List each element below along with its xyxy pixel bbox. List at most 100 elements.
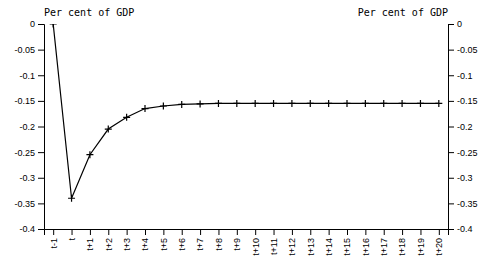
tick-mark: [420, 229, 421, 235]
marker: [307, 100, 314, 107]
tick-mark: [38, 203, 44, 204]
tick-mark: [145, 229, 146, 235]
tick-mark: [439, 229, 440, 235]
marker: [325, 100, 332, 107]
tick-label: t+15: [342, 238, 352, 256]
tick-mark: [384, 229, 385, 235]
tick-label: -0.3: [19, 173, 35, 183]
marker: [417, 100, 424, 107]
tick-mark: [218, 229, 219, 235]
tick-label: t+6: [177, 238, 187, 251]
tick-label: 0: [30, 19, 35, 29]
tick: -0.35: [14, 199, 44, 209]
tick-mark: [38, 152, 44, 153]
tick-label: t+20: [434, 238, 444, 256]
tick: t-1: [49, 229, 59, 249]
tick: t: [67, 229, 77, 241]
tick-mark: [200, 229, 201, 235]
plot: t-1tt+1t+2t+3t+4t+5t+6t+7t+8t+9t+10t+11t…: [14, 7, 477, 256]
marker: [68, 195, 75, 202]
marker: [344, 100, 351, 107]
tick-mark: [310, 229, 311, 235]
tick-label: -0.35: [457, 199, 478, 209]
tick: 0: [30, 19, 44, 29]
tick-mark: [38, 101, 44, 102]
tick: -0.1: [448, 71, 473, 81]
tick: 0: [448, 19, 462, 29]
tick-mark: [448, 75, 454, 76]
marks: [50, 24, 443, 202]
tick-mark: [38, 127, 44, 128]
tick-label: t+1: [85, 238, 95, 251]
tick-mark: [402, 229, 403, 235]
tick: t+2: [104, 229, 114, 251]
tick-label: -0.2: [19, 122, 35, 132]
tick-label: -0.4: [457, 224, 473, 234]
tick-mark: [72, 229, 73, 235]
tick-mark: [38, 229, 44, 230]
y-label: Per cent of GDP: [44, 7, 134, 18]
tick-mark: [365, 229, 366, 235]
axis-line: [38, 25, 45, 230]
tick-mark: [448, 24, 454, 25]
tick: t+12: [287, 229, 297, 256]
tick: t+11: [269, 229, 279, 255]
tick: -0.25: [14, 148, 44, 158]
tick-label: t-1: [49, 238, 59, 249]
tick-label: t+18: [397, 238, 407, 256]
x-axis: t-1tt+1t+2t+3t+4t+5t+6t+7t+8t+9t+10t+11t…: [45, 229, 449, 256]
tick: -0.2: [448, 122, 473, 132]
marker: [380, 100, 387, 107]
tick: t+4: [140, 229, 150, 251]
tick: -0.3: [19, 173, 44, 183]
tick: -0.4: [448, 224, 473, 234]
tick-label: t+8: [214, 238, 224, 251]
tick: -0.1: [19, 71, 44, 81]
tick: t+8: [214, 229, 224, 251]
axis-line: [449, 25, 455, 230]
tick: -0.3: [448, 173, 473, 183]
marker: [288, 100, 295, 107]
tick: t+10: [251, 229, 261, 256]
tick: t+18: [397, 229, 407, 256]
tick-label: t+7: [195, 238, 205, 251]
marker: [215, 100, 222, 107]
marker: [142, 105, 149, 112]
tick-mark: [274, 229, 275, 235]
tick-mark: [255, 229, 256, 235]
tick: t+13: [306, 229, 316, 256]
tick: t+19: [416, 229, 426, 256]
tick: -0.2: [19, 122, 44, 132]
tick-label: t+4: [140, 238, 150, 251]
tick: t+9: [232, 229, 242, 251]
tick-mark: [347, 229, 348, 235]
marker: [197, 100, 204, 107]
tick-label: -0.15: [14, 96, 35, 106]
tick: t+6: [177, 229, 187, 251]
tick: t+20: [434, 229, 444, 256]
tick: t+7: [195, 229, 205, 251]
tick-mark: [292, 229, 293, 235]
marker: [123, 114, 130, 121]
marker: [233, 100, 240, 107]
tick-label: -0.1: [19, 71, 35, 81]
tick-mark: [448, 101, 454, 102]
marker: [435, 100, 442, 107]
tick-mark: [448, 203, 454, 204]
tick-mark: [127, 229, 128, 235]
marker: [160, 103, 167, 110]
tick-mark: [38, 178, 44, 179]
tick: t+15: [342, 229, 352, 256]
tick: -0.15: [14, 96, 44, 106]
chart: t-1tt+1t+2t+3t+4t+5t+6t+7t+8t+9t+10t+11t…: [0, 0, 492, 265]
marker: [86, 151, 93, 158]
axis-line: [45, 230, 449, 236]
marker: [270, 100, 277, 107]
tick: t+1: [85, 229, 95, 251]
y2-axis: 0-0.05-0.1-0.15-0.2-0.25-0.3-0.35-0.4: [448, 19, 478, 234]
tick-mark: [448, 127, 454, 128]
tick-label: t+12: [287, 238, 297, 256]
tick-mark: [163, 229, 164, 235]
tick-label: t+3: [122, 238, 132, 251]
tick-mark: [53, 229, 54, 235]
